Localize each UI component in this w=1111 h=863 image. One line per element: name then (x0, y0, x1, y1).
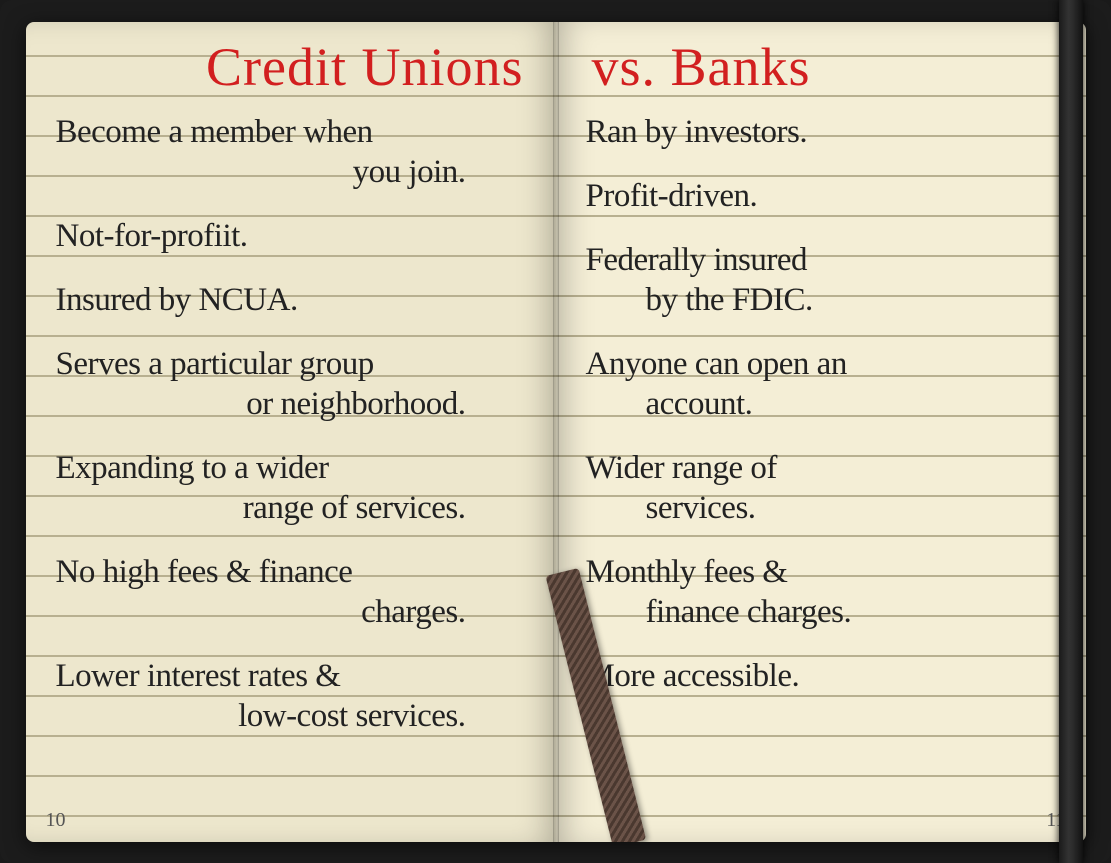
item-line-2: low-cost services. (56, 696, 526, 736)
left-item: Serves a particular groupor neighborhood… (56, 344, 526, 424)
page-number-left: 10 (46, 809, 66, 832)
left-item: Lower interest rates &low-cost services. (56, 656, 526, 736)
page-spread: Credit Unions Become a member whenyou jo… (26, 22, 1086, 842)
item-line-1: Wider range of (586, 450, 777, 486)
right-page: vs. Banks Ran by investors. Profit-driven… (556, 22, 1086, 842)
item-line-2: range of services. (56, 488, 526, 528)
item-line-1: More accessible. (586, 658, 800, 694)
right-item: Federally insuredby the FDIC. (586, 240, 1056, 320)
right-item: More accessible. (586, 656, 1056, 696)
item-line-2: or neighborhood. (56, 384, 526, 424)
item-line-1: Ran by investors. (586, 114, 808, 150)
right-item: Profit-driven. (586, 176, 1056, 216)
item-line-2: account. (586, 384, 1056, 424)
item-line-1: Federally insured (586, 242, 808, 278)
right-item: Anyone can open anaccount. (586, 344, 1056, 424)
title-left: Credit Unions (56, 40, 526, 94)
item-line-1: Become a member when (56, 114, 373, 150)
notebook: Credit Unions Become a member whenyou jo… (0, 0, 1111, 863)
left-item: Become a member whenyou join. (56, 112, 526, 192)
elastic-band (1059, 0, 1083, 863)
title-right: vs. Banks (586, 40, 1056, 94)
item-line-2: charges. (56, 592, 526, 632)
title-right-text: Banks (671, 37, 811, 97)
item-line-1: Expanding to a wider (56, 450, 329, 486)
left-item: Not-for-profiit. (56, 216, 526, 256)
title-left-text: Credit Unions (206, 37, 524, 97)
item-line-2: finance charges. (586, 592, 1056, 632)
item-line-1: Profit-driven. (586, 178, 758, 214)
left-page: Credit Unions Become a member whenyou jo… (26, 22, 556, 842)
item-line-2: by the FDIC. (586, 280, 1056, 320)
left-list: Become a member whenyou join. Not-for-pro… (56, 112, 526, 736)
item-line-2: you join. (56, 152, 526, 192)
item-line-1: Not-for-profiit. (56, 218, 248, 254)
left-item: Insured by NCUA. (56, 280, 526, 320)
right-item: Ran by investors. (586, 112, 1056, 152)
right-item: Wider range ofservices. (586, 448, 1056, 528)
item-line-1: Insured by NCUA. (56, 282, 298, 318)
spine-shadow (553, 22, 559, 842)
item-line-1: Anyone can open an (586, 346, 847, 382)
item-line-1: Serves a particular group (56, 346, 374, 382)
item-line-1: No high fees & finance (56, 554, 353, 590)
item-line-1: Monthly fees & (586, 554, 788, 590)
item-line-1: Lower interest rates & (56, 658, 341, 694)
left-item: Expanding to a widerrange of services. (56, 448, 526, 528)
item-line-2: services. (586, 488, 1056, 528)
left-item: No high fees & financecharges. (56, 552, 526, 632)
title-separator: vs. (592, 37, 657, 97)
right-item: Monthly fees &finance charges. (586, 552, 1056, 632)
right-list: Ran by investors. Profit-driven. Federally… (586, 112, 1056, 696)
